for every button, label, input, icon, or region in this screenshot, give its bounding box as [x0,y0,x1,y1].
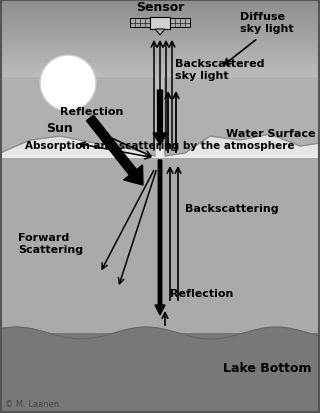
Text: Diffuse
sky light: Diffuse sky light [240,12,294,33]
Bar [0,76,320,79]
Bar [0,139,320,143]
Text: © M. Laanen: © M. Laanen [5,399,59,408]
Bar [0,47,320,50]
Bar [0,333,320,413]
Bar [130,19,150,28]
Bar [0,49,320,53]
Bar [0,142,320,145]
Bar [0,78,320,82]
Text: Water Surface: Water Surface [227,129,316,139]
Bar [0,159,320,333]
Text: Backscattered
sky light: Backscattered sky light [175,59,265,81]
Text: Forward
Scattering: Forward Scattering [18,233,83,254]
Bar [0,17,320,21]
Bar [0,44,320,47]
Bar [0,100,320,103]
Bar [0,102,320,106]
Bar [0,15,320,19]
Bar [0,113,320,116]
Bar [0,115,320,119]
Bar [0,136,320,140]
Bar [0,9,320,13]
Text: Absorption and scattering by the atmosphere: Absorption and scattering by the atmosph… [25,141,295,151]
Bar [0,128,320,132]
Bar [0,118,320,121]
Bar [0,62,320,66]
Bar [0,105,320,108]
Bar [0,150,320,153]
FancyArrow shape [86,116,143,185]
Bar [0,121,320,124]
Text: Lake Bottom: Lake Bottom [223,362,312,375]
Bar [0,86,320,90]
Bar [0,94,320,98]
FancyArrow shape [153,91,167,146]
Bar [0,83,320,87]
Bar [0,52,320,55]
Bar [0,12,320,16]
Bar [0,55,320,58]
Polygon shape [0,79,155,157]
Bar [0,7,320,11]
Bar [170,19,190,28]
Bar [0,70,320,74]
Bar [0,81,320,85]
Text: Sensor: Sensor [136,1,184,14]
Bar [0,92,320,95]
Bar [0,41,320,45]
Bar [0,65,320,69]
Bar [0,152,320,156]
Bar [0,145,320,148]
Bar [0,2,320,5]
Bar [0,20,320,24]
Bar [0,28,320,32]
Bar [0,155,320,159]
FancyArrow shape [155,161,165,315]
Text: Backscattering: Backscattering [185,204,279,214]
Text: Reflection: Reflection [170,288,233,298]
Bar [0,89,320,93]
Circle shape [40,56,96,112]
Bar [0,31,320,34]
Bar [0,107,320,111]
Bar [0,36,320,40]
Bar [0,110,320,114]
Bar [0,4,320,8]
Bar [150,18,170,30]
Bar [0,123,320,127]
Bar [0,147,320,151]
Bar [0,23,320,26]
Bar [0,57,320,61]
Bar [0,126,320,130]
Bar [0,134,320,138]
Bar [0,60,320,64]
Bar [0,73,320,77]
Text: Sun: Sun [46,122,73,135]
Polygon shape [165,79,320,157]
Bar [0,131,320,135]
Bar [0,26,320,29]
Bar [0,0,320,2]
Polygon shape [155,30,165,36]
Bar [0,33,320,37]
Bar [0,39,320,42]
Text: Reflection: Reflection [60,107,124,117]
Bar [0,97,320,100]
Bar [0,68,320,71]
